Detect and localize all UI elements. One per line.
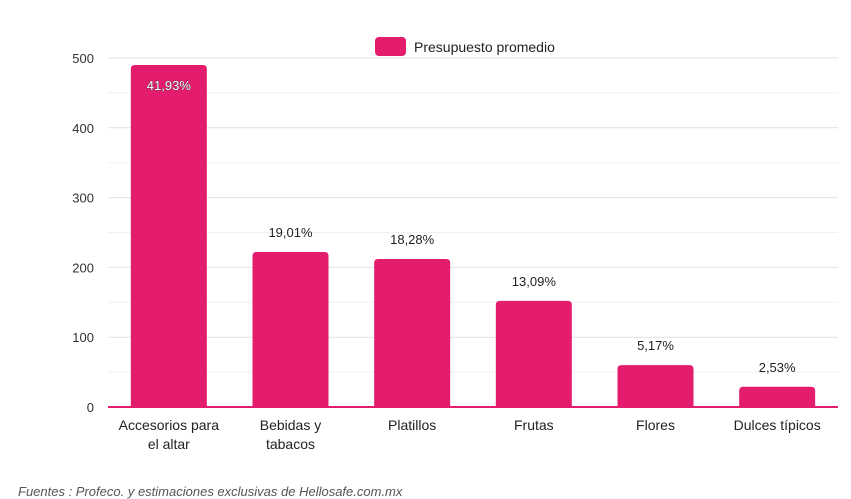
source-footnote: Fuentes : Profeco. y estimaciones exclus… (18, 484, 403, 499)
data-label: 41,93% (147, 78, 192, 93)
bar (252, 252, 329, 407)
bar (374, 259, 451, 407)
y-tick-label: 0 (87, 400, 94, 415)
bar (739, 386, 816, 407)
x-tick-label: Frutas (514, 417, 554, 433)
data-label: 18,28% (390, 232, 435, 247)
y-tick-label: 200 (72, 260, 94, 275)
x-tick-label: el altar (148, 436, 190, 452)
x-tick-label: Accesorios para (119, 417, 220, 433)
data-label: 2,53% (759, 360, 796, 375)
legend-swatch (375, 37, 406, 56)
bar (130, 64, 207, 407)
x-tick-label: tabacos (266, 436, 315, 452)
y-tick-label: 400 (72, 121, 94, 136)
y-tick-label: 300 (72, 191, 94, 206)
data-label: 5,17% (637, 338, 674, 353)
y-tick-label: 100 (72, 330, 94, 345)
legend: Presupuesto promedio (375, 37, 555, 56)
legend-label: Presupuesto promedio (414, 38, 555, 55)
data-label: 19,01% (268, 225, 313, 240)
x-tick-label: Bebidas y (260, 417, 321, 433)
x-tick-label: Flores (636, 417, 675, 433)
data-label: 13,09% (512, 274, 557, 289)
y-tick-label: 500 (72, 51, 94, 66)
x-tick-label: Platillos (388, 417, 436, 433)
bar (617, 365, 694, 407)
x-tick-label: Dulces típicos (734, 417, 821, 433)
bar (495, 300, 572, 407)
